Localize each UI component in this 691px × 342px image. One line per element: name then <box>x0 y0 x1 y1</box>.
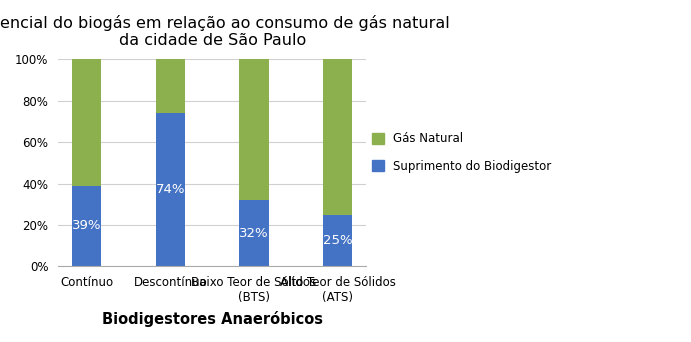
Title: Potencial do biogás em relação ao consumo de gás natural
da cidade de São Paulo: Potencial do biogás em relação ao consum… <box>0 15 450 49</box>
Legend: Gás Natural, Suprimento do Biodigestor: Gás Natural, Suprimento do Biodigestor <box>372 132 551 173</box>
Bar <box>239 59 269 200</box>
Text: 25%: 25% <box>323 234 352 247</box>
Bar <box>155 59 185 113</box>
Bar <box>155 113 185 266</box>
Text: 74%: 74% <box>155 183 185 196</box>
Bar <box>323 59 352 214</box>
Bar <box>239 200 269 266</box>
Bar <box>72 59 102 186</box>
Bar <box>72 186 102 266</box>
Text: 32%: 32% <box>239 227 269 240</box>
Text: 39%: 39% <box>72 220 102 233</box>
X-axis label: Biodigestores Anaeróbicos: Biodigestores Anaeróbicos <box>102 311 323 327</box>
Bar <box>323 214 352 266</box>
